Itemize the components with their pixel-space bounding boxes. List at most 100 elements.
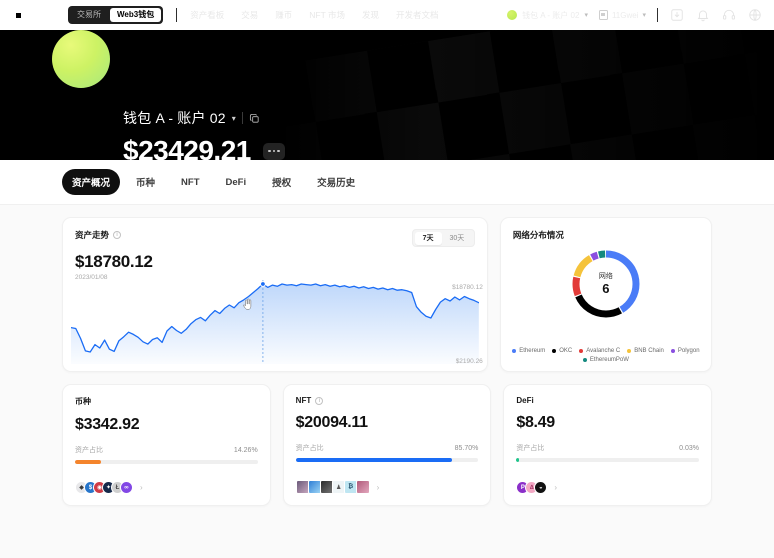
legend-label: OKC [559,348,573,354]
download-icon[interactable] [669,8,684,23]
nav-link-trade[interactable]: 交易 [241,10,259,20]
tokens-ratio-row: 资产占比 14.26% [75,445,258,455]
nav-link-discover[interactable]: 发现 [361,10,379,20]
legend-item-ethereum[interactable]: Ethereum [512,348,545,354]
nft-thumbnails: ♟ ₿ [295,480,370,494]
tab-tokens[interactable]: 币种 [136,178,156,189]
gas-station-icon [598,10,608,20]
tokens-card[interactable]: 币种 $3342.92 资产占比 14.26% ◆ $ ◉ ✦ Ł [62,384,271,506]
legend-item-bnb-chain[interactable]: BNB Chain [627,348,664,354]
defi-icon-black: ◒ [534,481,548,494]
info-icon[interactable]: i [315,396,324,405]
defi-ratio-label: 资产占比 [516,445,545,452]
trend-card-title-group: 资产走势 i [75,229,122,241]
nft-progress-bar [295,458,479,462]
mouse-cursor-hand-icon [242,298,254,312]
asset-trend-card: 资产走势 i 7天 30天 $18780.12 2023/01/08 [62,217,488,372]
defi-progress-bar [516,458,700,462]
nav-link-developer-docs[interactable]: 开发者文档 [396,10,439,20]
chevron-right-icon[interactable]: › [140,483,143,492]
nav-link-earn[interactable]: 赚币 [275,10,293,20]
tokens-ratio-label: 资产占比 [75,447,103,454]
headset-icon[interactable] [721,8,736,23]
legend-swatch [552,349,557,353]
bell-icon[interactable] [695,8,710,23]
nft-progress-fill [295,458,453,462]
donut-segment-ethereum[interactable] [572,250,640,318]
donut-center-text: 网络 6 [568,246,644,322]
legend-label: EthereumPoW [589,357,629,363]
trend-card-title: 资产走势 [75,230,110,240]
donut-chart-wrap: 网络 6 [501,246,711,322]
nft-ratio-label: 资产占比 [295,445,324,452]
segment-web3-wallet[interactable]: Web3钱包 [110,8,162,22]
defi-icon-row[interactable]: P ∆ ◒ › [516,481,557,494]
top-navbar: 交易所 Web3钱包 资产看板 交易 赚币 NFT 市场 发现 开发者文档 钱包… [0,0,774,30]
tab-transaction-history[interactable]: 交易历史 [317,178,356,189]
product-switch[interactable]: 交易所 Web3钱包 [68,6,164,24]
segment-exchange[interactable]: 交易所 [77,10,101,19]
donut-segment-okc[interactable] [572,250,640,318]
chart-min-label: $2190.26 [455,358,483,365]
hero-divider [241,112,243,124]
range-30d[interactable]: 30天 [449,234,465,242]
wallet-hero: 钱包 A - 账户 02 ▾ $23429.21 [0,30,774,166]
more-options-icon[interactable] [262,142,285,160]
defi-card[interactable]: DeFi $8.49 资产占比 0.03% P ∆ ◒ › [503,384,713,506]
token-icon-matic: ∞ [120,481,133,494]
account-selector-label: 钱包 A - 账户 02 [522,10,580,20]
tokens-card-title-group: 币种 [75,396,258,407]
wallet-avatar[interactable] [52,30,110,88]
okx-logo[interactable] [12,8,54,22]
nft-value: $20094.11 [295,414,368,431]
range-toggle[interactable]: 7天 30天 [412,229,475,247]
tab-approvals[interactable]: 授权 [272,178,292,189]
defi-card-title: DeFi [516,396,534,405]
tokens-value: $3342.92 [75,416,140,433]
section-tabs: 资产概况 币种 NFT DeFi 授权 交易历史 [0,160,774,205]
legend-label: Polygon [677,348,700,354]
trend-chart-svg [71,280,479,364]
chevron-down-icon[interactable]: ▾ [231,113,236,123]
chevron-right-icon[interactable]: › [376,482,380,492]
donut-chart[interactable]: 网络 6 [568,246,644,322]
account-avatar-icon [507,10,518,20]
legend-item-okc[interactable]: OKC [552,348,572,354]
tokens-card-title: 币种 [75,397,91,406]
copy-icon[interactable] [249,113,260,124]
checkerboard-fade-overlay [0,30,774,160]
tokens-progress-bar [75,460,258,464]
wallet-name-row[interactable]: 钱包 A - 账户 02 ▾ [123,108,285,128]
donut-segment-avalanche-c[interactable] [572,250,640,318]
asset-trend-chart[interactable] [71,280,479,364]
chevron-right-icon[interactable]: › [554,483,558,492]
gas-price-selector[interactable]: 11Gwei ▾ [598,10,646,20]
range-7d[interactable]: 7天 [414,231,442,245]
info-icon[interactable]: i [113,231,122,239]
tab-asset-overview[interactable]: 资产概况 [62,169,121,195]
gas-price-label: 11Gwei [611,10,639,20]
dark-header-region [0,30,774,160]
nav-link-nft-market[interactable]: NFT 市场 [309,10,345,20]
nft-card[interactable]: NFT i $20094.11 资产占比 85.70% ♟ [282,384,492,506]
globe-icon[interactable] [747,8,762,23]
legend-label: Ethereum [519,348,546,354]
network-distribution-card: 网络分布情况 网络 6 Ethereum OKC Avalanche C BNB Ch… [499,217,712,372]
legend-item-avalanche-c[interactable]: Avalanche C [579,348,620,354]
trend-value: $18780.12 [75,252,153,271]
tab-nft[interactable]: NFT [181,176,200,188]
wallet-name: 钱包 A - 账户 02 [123,110,226,126]
nav-link-asset-dashboard[interactable]: 资产看板 [190,10,225,20]
nft-icon-row[interactable]: ♟ ₿ › [295,480,380,494]
legend-swatch [670,349,675,353]
tokens-icon-row[interactable]: ◆ $ ◉ ✦ Ł ∞ › [75,481,143,494]
legend-label: Avalanche C [586,348,621,354]
trend-card-header: 资产走势 i 7天 30天 [75,229,475,247]
legend-item-ethereumpow[interactable]: EthereumPoW [582,357,629,363]
account-selector[interactable]: 钱包 A - 账户 02 ▾ [507,10,588,21]
bottom-card-row: 币种 $3342.92 资产占比 14.26% ◆ $ ◉ ✦ Ł [0,372,774,506]
tab-defi[interactable]: DeFi [225,176,247,188]
legend-item-polygon[interactable]: Polygon [670,348,700,354]
defi-progress-fill [516,458,519,462]
